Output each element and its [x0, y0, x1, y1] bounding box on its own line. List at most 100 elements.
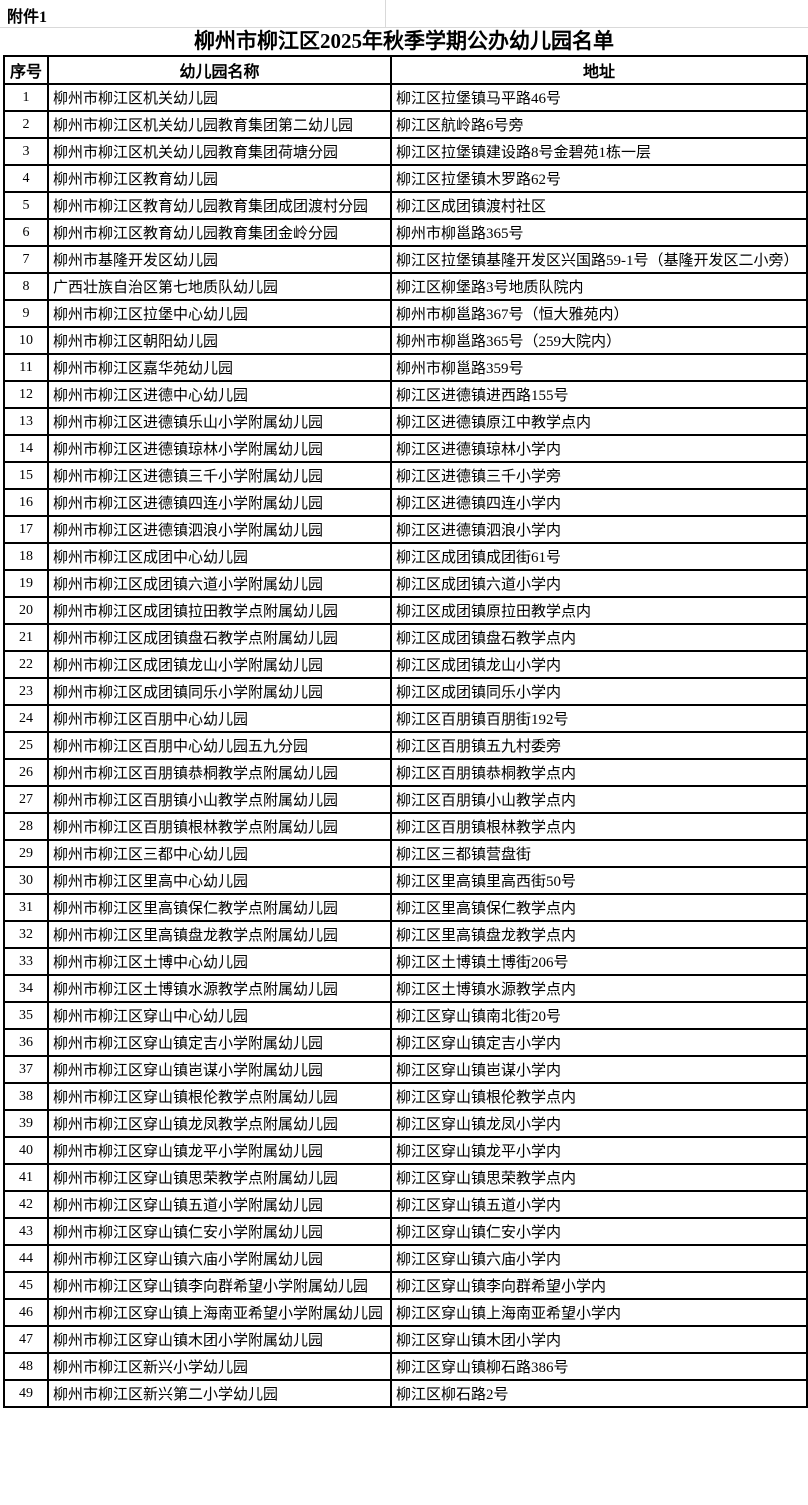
address-cell: 柳江区百朋镇小山教学点内	[390, 785, 808, 814]
kindergarten-name-cell: 柳州市柳江区成团镇同乐小学附属幼儿园	[47, 677, 392, 706]
table-row: 9 柳州市柳江区拉堡中心幼儿园 柳州市柳邕路367号（恒大雅苑内）	[3, 299, 808, 328]
address-cell: 柳江区穿山镇岜谋小学内	[390, 1055, 808, 1084]
address-cell: 柳江区成团镇渡村社区	[390, 191, 808, 220]
address-cell: 柳江区穿山镇木团小学内	[390, 1325, 808, 1354]
address-cell: 柳江区百朋镇根林教学点内	[390, 812, 808, 841]
row-number-cell: 47	[3, 1325, 49, 1354]
row-number-cell: 33	[3, 947, 49, 976]
row-number-cell: 10	[3, 326, 49, 355]
address-cell: 柳江区里高镇盘龙教学点内	[390, 920, 808, 949]
kindergarten-name-cell: 柳州市柳江区穿山镇仁安小学附属幼儿园	[47, 1217, 392, 1246]
table-row: 28 柳州市柳江区百朋镇根林教学点附属幼儿园 柳江区百朋镇根林教学点内	[3, 812, 808, 841]
row-number-cell: 13	[3, 407, 49, 436]
spreadsheet-gridline-strip: 附件1	[0, 0, 808, 28]
table-row: 1 柳州市柳江区机关幼儿园 柳江区拉堡镇马平路46号	[3, 83, 808, 112]
address-cell: 柳江区成团镇成团街61号	[390, 542, 808, 571]
table-row: 24 柳州市柳江区百朋中心幼儿园 柳江区百朋镇百朋街192号	[3, 704, 808, 733]
kindergarten-name-cell: 柳州市柳江区教育幼儿园教育集团成团渡村分园	[47, 191, 392, 220]
kindergarten-name-cell: 柳州市柳江区穿山镇龙平小学附属幼儿园	[47, 1136, 392, 1165]
column-header-name: 幼儿园名称	[47, 55, 392, 85]
table-row: 19 柳州市柳江区成团镇六道小学附属幼儿园 柳江区成团镇六道小学内	[3, 569, 808, 598]
row-number-cell: 35	[3, 1001, 49, 1030]
kindergarten-name-cell: 柳州市柳江区里高镇保仁教学点附属幼儿园	[47, 893, 392, 922]
row-number-cell: 4	[3, 164, 49, 193]
row-number-cell: 24	[3, 704, 49, 733]
address-cell: 柳江区里高镇里高西街50号	[390, 866, 808, 895]
address-cell: 柳江区进德镇四连小学内	[390, 488, 808, 517]
table-row: 37 柳州市柳江区穿山镇岜谋小学附属幼儿园 柳江区穿山镇岜谋小学内	[3, 1055, 808, 1084]
column-header-address: 地址	[390, 55, 808, 85]
table-row: 10 柳州市柳江区朝阳幼儿园 柳州市柳邕路365号（259大院内）	[3, 326, 808, 355]
table-row: 41 柳州市柳江区穿山镇思荣教学点附属幼儿园 柳江区穿山镇思荣教学点内	[3, 1163, 808, 1192]
address-cell: 柳江区柳堡路3号地质队院内	[390, 272, 808, 301]
kindergarten-name-cell: 柳州市柳江区里高镇盘龙教学点附属幼儿园	[47, 920, 392, 949]
address-cell: 柳江区百朋镇百朋街192号	[390, 704, 808, 733]
table-row: 33 柳州市柳江区土博中心幼儿园 柳江区土博镇土博街206号	[3, 947, 808, 976]
kindergarten-name-cell: 柳州市柳江区拉堡中心幼儿园	[47, 299, 392, 328]
address-cell: 柳江区穿山镇李向群希望小学内	[390, 1271, 808, 1300]
table-row: 43 柳州市柳江区穿山镇仁安小学附属幼儿园 柳江区穿山镇仁安小学内	[3, 1217, 808, 1246]
kindergarten-name-cell: 柳州市柳江区穿山镇定吉小学附属幼儿园	[47, 1028, 392, 1057]
table-row: 34 柳州市柳江区土博镇水源教学点附属幼儿园 柳江区土博镇水源教学点内	[3, 974, 808, 1003]
address-cell: 柳江区穿山镇龙平小学内	[390, 1136, 808, 1165]
row-number-cell: 32	[3, 920, 49, 949]
row-number-cell: 40	[3, 1136, 49, 1165]
row-number-cell: 44	[3, 1244, 49, 1273]
row-number-cell: 1	[3, 83, 49, 112]
address-cell: 柳江区三都镇营盘街	[390, 839, 808, 868]
row-number-cell: 7	[3, 245, 49, 274]
kindergarten-name-cell: 柳州市柳江区进德镇三千小学附属幼儿园	[47, 461, 392, 490]
table-row: 42 柳州市柳江区穿山镇五道小学附属幼儿园 柳江区穿山镇五道小学内	[3, 1190, 808, 1219]
table-row: 44 柳州市柳江区穿山镇六庙小学附属幼儿园 柳江区穿山镇六庙小学内	[3, 1244, 808, 1273]
kindergarten-name-cell: 柳州市柳江区土博中心幼儿园	[47, 947, 392, 976]
address-cell: 柳江区成团镇同乐小学内	[390, 677, 808, 706]
table-body: 1 柳州市柳江区机关幼儿园 柳江区拉堡镇马平路46号 2 柳州市柳江区机关幼儿园教育集团…	[3, 83, 808, 1408]
table-row: 17 柳州市柳江区进德镇泗浪小学附属幼儿园 柳江区进德镇泗浪小学内	[3, 515, 808, 544]
row-number-cell: 25	[3, 731, 49, 760]
table-row: 30 柳州市柳江区里高中心幼儿园 柳江区里高镇里高西街50号	[3, 866, 808, 895]
address-cell: 柳州市柳邕路365号（259大院内）	[390, 326, 808, 355]
table-row: 12 柳州市柳江区进德中心幼儿园 柳江区进德镇进西路155号	[3, 380, 808, 409]
address-cell: 柳江区进德镇泗浪小学内	[390, 515, 808, 544]
row-number-cell: 34	[3, 974, 49, 1003]
table-row: 39 柳州市柳江区穿山镇龙凤教学点附属幼儿园 柳江区穿山镇龙凤小学内	[3, 1109, 808, 1138]
table-row: 27 柳州市柳江区百朋镇小山教学点附属幼儿园 柳江区百朋镇小山教学点内	[3, 785, 808, 814]
table-row: 15 柳州市柳江区进德镇三千小学附属幼儿园 柳江区进德镇三千小学旁	[3, 461, 808, 490]
row-number-cell: 26	[3, 758, 49, 787]
attachment-label: 附件1	[7, 9, 48, 26]
address-cell: 柳江区柳石路2号	[390, 1379, 808, 1408]
table-row: 2 柳州市柳江区机关幼儿园教育集团第二幼儿园 柳江区航岭路6号旁	[3, 110, 808, 139]
kindergarten-name-cell: 柳州市柳江区百朋中心幼儿园五九分园	[47, 731, 392, 760]
address-cell: 柳江区穿山镇六庙小学内	[390, 1244, 808, 1273]
address-cell: 柳州市柳邕路359号	[390, 353, 808, 382]
table-row: 47 柳州市柳江区穿山镇木团小学附属幼儿园 柳江区穿山镇木团小学内	[3, 1325, 808, 1354]
kindergarten-name-cell: 柳州市柳江区百朋镇小山教学点附属幼儿园	[47, 785, 392, 814]
row-number-cell: 31	[3, 893, 49, 922]
address-cell: 柳江区进德镇原江中教学点内	[390, 407, 808, 436]
table-row: 20 柳州市柳江区成团镇拉田教学点附属幼儿园 柳江区成团镇原拉田教学点内	[3, 596, 808, 625]
kindergarten-name-cell: 柳州市柳江区成团镇盘石教学点附属幼儿园	[47, 623, 392, 652]
table-row: 11 柳州市柳江区嘉华苑幼儿园 柳州市柳邕路359号	[3, 353, 808, 382]
address-cell: 柳江区拉堡镇建设路8号金碧苑1栋一层	[390, 137, 808, 166]
kindergarten-name-cell: 柳州市柳江区机关幼儿园教育集团荷塘分园	[47, 137, 392, 166]
table-row: 18 柳州市柳江区成团中心幼儿园 柳江区成团镇成团街61号	[3, 542, 808, 571]
row-number-cell: 21	[3, 623, 49, 652]
row-number-cell: 6	[3, 218, 49, 247]
table-row: 22 柳州市柳江区成团镇龙山小学附属幼儿园 柳江区成团镇龙山小学内	[3, 650, 808, 679]
address-cell: 柳江区百朋镇五九村委旁	[390, 731, 808, 760]
row-number-cell: 12	[3, 380, 49, 409]
kindergarten-name-cell: 柳州市柳江区成团镇拉田教学点附属幼儿园	[47, 596, 392, 625]
kindergarten-name-cell: 柳州市柳江区穿山中心幼儿园	[47, 1001, 392, 1030]
row-number-cell: 49	[3, 1379, 49, 1408]
address-cell: 柳江区穿山镇根伦教学点内	[390, 1082, 808, 1111]
table-row: 45 柳州市柳江区穿山镇李向群希望小学附属幼儿园 柳江区穿山镇李向群希望小学内	[3, 1271, 808, 1300]
kindergarten-name-cell: 柳州市柳江区穿山镇六庙小学附属幼儿园	[47, 1244, 392, 1273]
row-number-cell: 37	[3, 1055, 49, 1084]
table-row: 32 柳州市柳江区里高镇盘龙教学点附属幼儿园 柳江区里高镇盘龙教学点内	[3, 920, 808, 949]
page-title: 柳州市柳江区2025年秋季学期公办幼儿园名单	[194, 29, 614, 53]
address-cell: 柳江区百朋镇恭桐教学点内	[390, 758, 808, 787]
row-number-cell: 36	[3, 1028, 49, 1057]
kindergarten-name-cell: 柳州市柳江区穿山镇岜谋小学附属幼儿园	[47, 1055, 392, 1084]
kindergarten-name-cell: 柳州市柳江区穿山镇思荣教学点附属幼儿园	[47, 1163, 392, 1192]
address-cell: 柳江区穿山镇仁安小学内	[390, 1217, 808, 1246]
